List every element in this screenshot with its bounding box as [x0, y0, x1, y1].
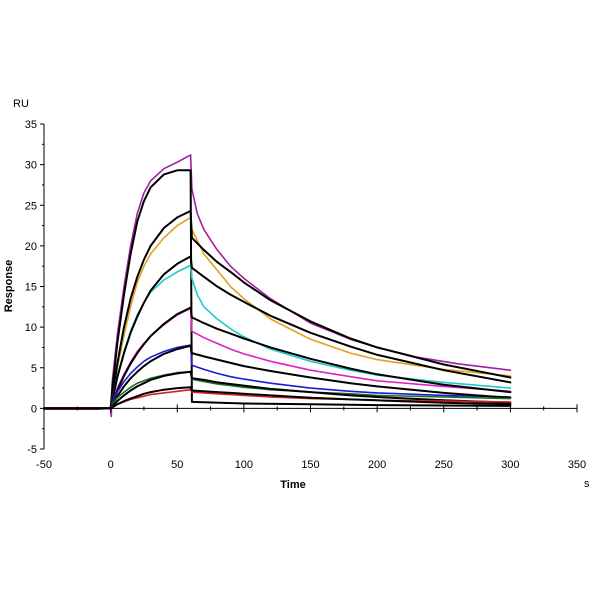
x-tick-label: 300: [501, 459, 519, 471]
series-line-6: [43, 255, 512, 410]
series-line-8: [43, 306, 512, 410]
series-line-12: [43, 370, 512, 410]
y-unit-label: RU: [13, 98, 29, 110]
series-layer: [43, 154, 512, 418]
x-tick-label: 350: [568, 459, 586, 471]
x-tick-label: 150: [301, 459, 319, 471]
y-tick-label: 10: [25, 322, 37, 334]
series-line-2: [43, 169, 512, 410]
x-tick-label: 200: [368, 459, 386, 471]
series-line-10: [43, 344, 512, 410]
x-axis-title: Time: [280, 479, 305, 491]
x-tick-label: 250: [435, 459, 453, 471]
y-tick-label: 5: [31, 363, 37, 375]
x-tick-label: 100: [235, 459, 253, 471]
series-line-4: [43, 209, 512, 410]
series-line-14: [43, 386, 512, 410]
y-tick-label: 30: [25, 160, 37, 172]
y-tick-label: 0: [31, 403, 37, 415]
y-tick-label: 35: [25, 119, 37, 131]
x-tick-label: -50: [36, 459, 52, 471]
y-tick-label: 25: [25, 200, 37, 212]
y-tick-label: -5: [27, 444, 37, 456]
y-tick-label: 20: [25, 241, 37, 253]
y-tick-label: 15: [25, 282, 37, 294]
x-tick-label: 0: [108, 459, 114, 471]
x-tick-label: 50: [171, 459, 183, 471]
y-axis-title: Response: [3, 260, 15, 313]
x-unit-label: s: [584, 478, 590, 490]
